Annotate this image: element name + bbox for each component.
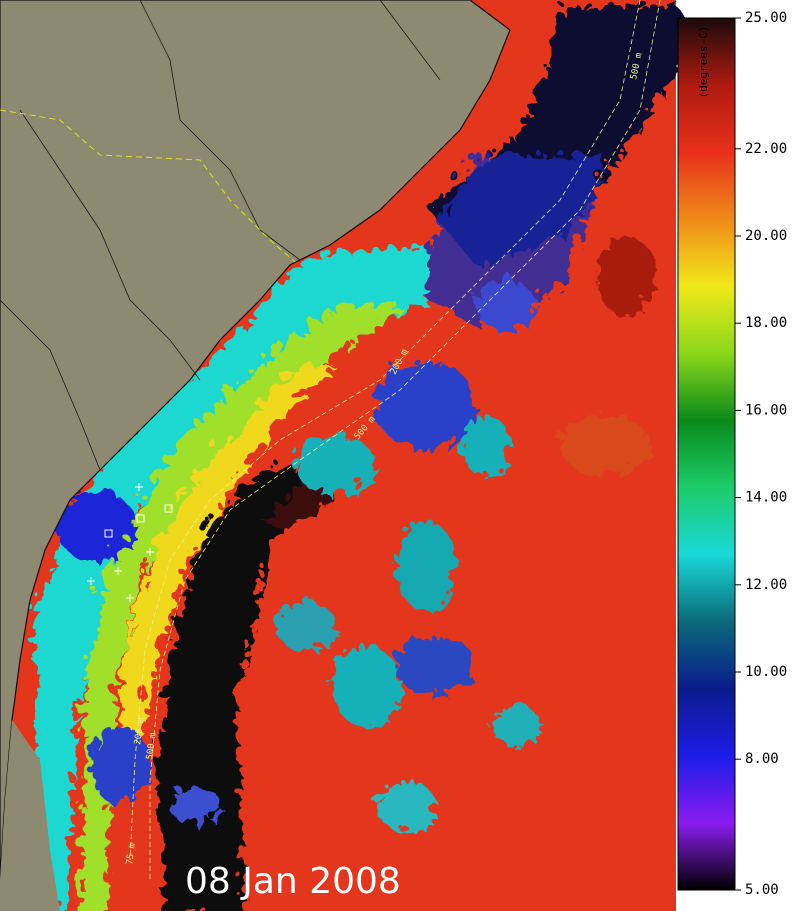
- colorbar-tick-label: 18.00: [745, 315, 787, 331]
- colorbar-tick-label: 12.00: [745, 577, 787, 593]
- station-markers: [87, 483, 173, 602]
- map: 08 Jan 2008: [0, 0, 676, 911]
- colorbar-tick-label: 25.00: [745, 10, 787, 26]
- colorbar: [677, 17, 736, 891]
- isobath-label: 500 m: [145, 732, 159, 760]
- land-south: [0, 720, 60, 911]
- borders: [0, 0, 441, 471]
- date-label: 08 Jan 2008: [185, 861, 401, 902]
- colorbar-tick-label: 8.00: [745, 751, 779, 767]
- isobaths: [129, 0, 661, 880]
- colorbar-tick-label: 22.00: [745, 141, 787, 157]
- colorbar-label: (degrees-C): [697, 26, 710, 99]
- land: [0, 0, 511, 881]
- colorbar-tick-label: 16.00: [745, 402, 787, 418]
- colorbar-tick-label: 5.00: [745, 882, 779, 898]
- colorbar-tick-label: 10.00: [745, 664, 787, 680]
- state-line: [0, 109, 296, 263]
- isobath-label: 200 m: [133, 717, 147, 745]
- colorbar-tick-label: 14.00: [745, 490, 787, 506]
- isobath-label: 75 m: [125, 843, 138, 866]
- colorbar-tick-label: 20.00: [745, 228, 787, 244]
